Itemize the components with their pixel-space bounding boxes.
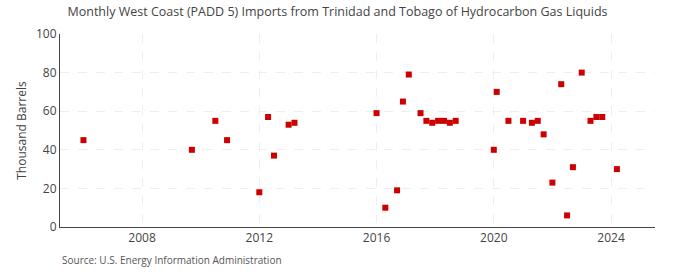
svg-text:2008: 2008	[128, 229, 156, 246]
svg-text:100: 100	[36, 25, 57, 42]
svg-text:Source: U.S. Energy Informatio: Source: U.S. Energy Information Administ…	[62, 253, 282, 267]
svg-text:Thousand Barrels: Thousand Barrels	[13, 81, 30, 180]
svg-text:2020: 2020	[480, 229, 508, 246]
svg-text:0: 0	[50, 218, 57, 235]
svg-text:2024: 2024	[597, 229, 625, 246]
svg-text:60: 60	[43, 102, 57, 119]
svg-text:Monthly West Coast (PADD 5) Im: Monthly West Coast (PADD 5) Imports from…	[67, 3, 607, 20]
svg-text:2016: 2016	[363, 229, 391, 246]
svg-text:80: 80	[43, 64, 57, 81]
svg-text:40: 40	[43, 141, 57, 158]
svg-text:2012: 2012	[246, 229, 274, 246]
svg-text:20: 20	[43, 180, 57, 197]
